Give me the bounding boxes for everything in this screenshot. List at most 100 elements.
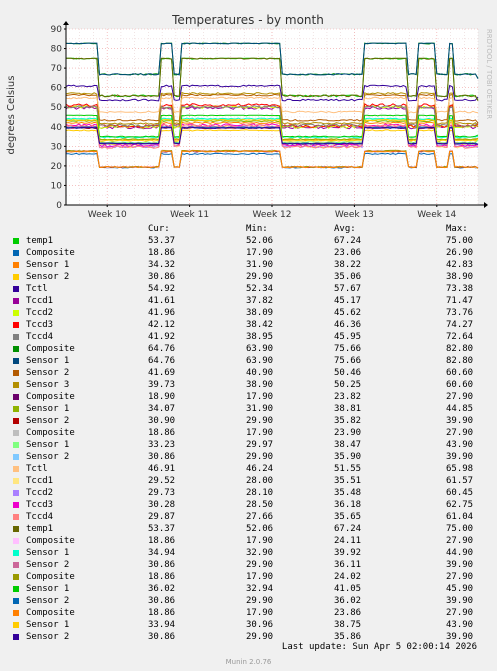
y-tick-label: 70 bbox=[51, 64, 63, 74]
legend-swatch bbox=[13, 358, 19, 364]
legend-max: 61.57 bbox=[446, 476, 474, 486]
legend-min: 17.90 bbox=[246, 536, 274, 546]
legend-cur: 34.07 bbox=[148, 404, 176, 414]
legend-avg: 38.22 bbox=[334, 260, 362, 270]
legend-max: 60.45 bbox=[446, 488, 474, 498]
series-line-11 bbox=[65, 93, 479, 124]
legend-cur: 18.86 bbox=[148, 428, 176, 438]
legend-min: 63.90 bbox=[246, 344, 274, 354]
legend-avg: 41.05 bbox=[334, 584, 362, 594]
legend-cur: 30.90 bbox=[148, 416, 176, 426]
legend-max: 45.90 bbox=[446, 584, 474, 594]
col-min: Min: bbox=[246, 224, 268, 234]
legend-max: 60.60 bbox=[446, 368, 474, 378]
series-line-22 bbox=[65, 123, 479, 148]
series-line-4 bbox=[65, 84, 479, 102]
legend-max: 74.27 bbox=[446, 320, 474, 330]
y-tick-label: 40 bbox=[51, 123, 63, 133]
legend-cur: 18.86 bbox=[148, 248, 176, 258]
y-ticks: 0 10 20 30 40 50 60 70 80 90 bbox=[51, 25, 66, 211]
legend-swatch bbox=[13, 322, 19, 328]
legend-row: Tccd3 42.12 38.42 46.36 74.27 bbox=[0, 319, 497, 331]
legend-row: Tctl 46.91 46.24 51.55 65.98 bbox=[0, 463, 497, 475]
legend-avg: 45.95 bbox=[334, 332, 362, 342]
legend-cur: 34.32 bbox=[148, 260, 176, 270]
legend-name: Tccd4 bbox=[26, 512, 54, 522]
series-line-10 bbox=[66, 42, 479, 79]
legend-max: 39.90 bbox=[446, 452, 474, 462]
legend-min: 46.24 bbox=[246, 464, 274, 474]
legend-name: Composite bbox=[26, 536, 75, 546]
legend-avg: 35.90 bbox=[334, 452, 362, 462]
legend-min: 17.90 bbox=[246, 608, 274, 618]
axes bbox=[63, 21, 488, 208]
y-tick-label: 60 bbox=[51, 84, 63, 94]
legend-avg: 36.11 bbox=[334, 560, 362, 570]
legend-cur: 64.76 bbox=[148, 344, 176, 354]
legend-max: 38.90 bbox=[446, 272, 474, 282]
legend-min: 29.90 bbox=[246, 416, 274, 426]
legend-row: Sensor 2 41.69 40.90 50.46 60.60 bbox=[0, 367, 497, 379]
legend-max: 44.85 bbox=[446, 404, 474, 414]
legend-min: 29.90 bbox=[246, 272, 274, 282]
legend-cur: 33.23 bbox=[148, 440, 176, 450]
legend-max: 27.90 bbox=[446, 536, 474, 546]
legend-row: Composite 64.76 63.90 75.66 82.80 bbox=[0, 343, 497, 355]
legend-avg: 36.18 bbox=[334, 500, 362, 510]
legend-min: 40.90 bbox=[246, 368, 274, 378]
legend-cur: 30.86 bbox=[148, 560, 176, 570]
legend-row: Sensor 1 34.07 31.90 38.81 44.85 bbox=[0, 403, 497, 415]
legend-row: Sensor 2 30.90 29.90 35.82 39.90 bbox=[0, 415, 497, 427]
legend-max: 72.64 bbox=[446, 332, 474, 342]
legend-max: 73.38 bbox=[446, 284, 474, 294]
legend-row: Sensor 1 64.76 63.90 75.66 82.80 bbox=[0, 355, 497, 367]
legend-swatch bbox=[13, 586, 19, 592]
legend-cur: 41.69 bbox=[148, 368, 176, 378]
legend-min: 32.94 bbox=[246, 584, 274, 594]
legend-row: Sensor 1 36.02 32.94 41.05 45.90 bbox=[0, 583, 497, 595]
legend-name: Sensor 2 bbox=[26, 272, 70, 282]
legend-header: Cur: Min: Avg: Max: bbox=[0, 223, 497, 235]
legend-max: 42.83 bbox=[446, 260, 474, 270]
legend-row: Tccd3 30.28 28.50 36.18 62.75 bbox=[0, 499, 497, 511]
legend-max: 39.90 bbox=[446, 416, 474, 426]
legend-row: Sensor 1 34.94 32.90 39.92 44.90 bbox=[0, 547, 497, 559]
legend-cur: 41.96 bbox=[148, 308, 176, 318]
legend-row: Sensor 1 34.32 31.90 38.22 42.83 bbox=[0, 259, 497, 271]
legend-cur: 29.73 bbox=[148, 488, 176, 498]
legend-cur: 29.52 bbox=[148, 476, 176, 486]
series-line-31 bbox=[65, 150, 479, 169]
legend-avg: 24.11 bbox=[334, 536, 362, 546]
legend-max: 27.90 bbox=[446, 572, 474, 582]
legend-avg: 75.66 bbox=[334, 356, 362, 366]
legend-max: 60.60 bbox=[446, 380, 474, 390]
legend-name: Sensor 3 bbox=[26, 380, 70, 390]
legend-avg: 35.65 bbox=[334, 512, 362, 522]
col-cur: Cur: bbox=[148, 224, 170, 234]
y-axis-label: degrees Celsius bbox=[6, 76, 17, 155]
legend-avg: 45.62 bbox=[334, 308, 362, 318]
legend-row: Sensor 2 30.86 29.90 35.06 38.90 bbox=[0, 271, 497, 283]
x-axis-arrow bbox=[484, 202, 488, 208]
legend-avg: 23.82 bbox=[334, 392, 362, 402]
legend-avg: 35.51 bbox=[334, 476, 362, 486]
legend-name: Tctl bbox=[26, 464, 48, 474]
legend-max: 27.90 bbox=[446, 392, 474, 402]
legend-swatch bbox=[13, 514, 19, 520]
legend-min: 28.00 bbox=[246, 476, 274, 486]
legend-swatch bbox=[13, 262, 19, 268]
legend-min: 63.90 bbox=[246, 356, 274, 366]
legend-swatch bbox=[13, 502, 19, 508]
legend-avg: 23.86 bbox=[334, 608, 362, 618]
y-tick-label: 90 bbox=[51, 25, 63, 35]
legend-cur: 18.90 bbox=[148, 392, 176, 402]
legend-avg: 39.92 bbox=[334, 548, 362, 558]
legend-name: Composite bbox=[26, 608, 75, 618]
legend-swatch bbox=[13, 538, 19, 544]
legend-swatch bbox=[13, 334, 19, 340]
legend-name: Sensor 2 bbox=[26, 452, 70, 462]
legend-min: 29.90 bbox=[246, 596, 274, 606]
legend-min: 32.90 bbox=[246, 548, 274, 558]
legend-max: 26.90 bbox=[446, 248, 474, 258]
legend-max: 82.80 bbox=[446, 356, 474, 366]
